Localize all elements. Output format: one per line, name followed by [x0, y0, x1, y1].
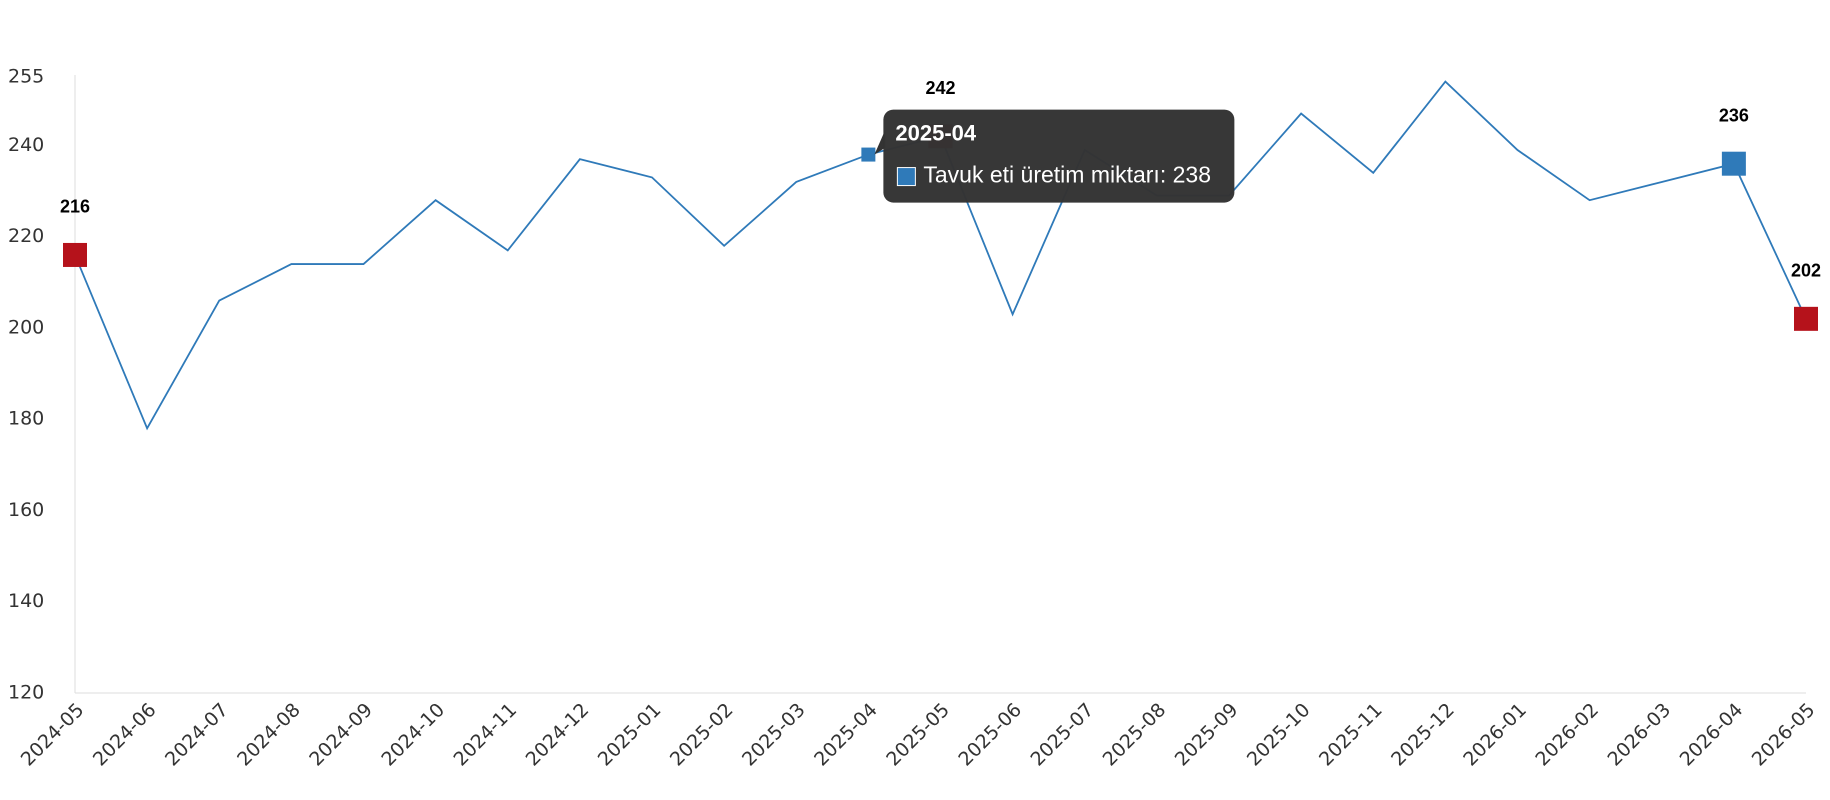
x-tick-label: 2025-07: [1026, 699, 1098, 771]
y-tick-label: 140: [8, 590, 44, 612]
x-tick-label: 2024-07: [161, 699, 233, 771]
x-tick-label: 2025-12: [1387, 699, 1459, 771]
tooltip: 2025-04 Tavuk eti üretim miktarı: 238: [874, 109, 1235, 203]
value-label: 236: [1719, 105, 1749, 125]
x-tick-label: 2024-08: [233, 699, 305, 771]
x-tick-label: 2024-10: [377, 699, 449, 771]
value-label: 216: [60, 197, 90, 217]
tooltip-body: Tavuk eti üretim miktarı: 238: [923, 162, 1211, 188]
x-tick-label: 2026-05: [1748, 699, 1820, 771]
x-tick-label: 2025-01: [594, 699, 666, 771]
y-tick-label: 120: [8, 682, 44, 704]
x-tick-label: 2025-02: [666, 699, 738, 771]
y-tick-label: 200: [8, 316, 44, 338]
value-label: 202: [1791, 261, 1821, 281]
y-tick-label: 255: [8, 66, 44, 88]
x-tick-label: 2024-12: [522, 699, 594, 771]
x-tick-label: 2024-09: [305, 699, 377, 771]
y-tick-label: 180: [8, 408, 44, 430]
x-tick-label: 2025-08: [1099, 699, 1171, 771]
x-tick-label: 2025-10: [1243, 699, 1315, 771]
x-tick-label: 2025-11: [1315, 699, 1387, 771]
x-tick-label: 2025-05: [882, 699, 954, 771]
tooltip-series: Tavuk eti üretim miktarı: [923, 162, 1159, 188]
x-tick-label: 2024-05: [17, 699, 89, 771]
marker: [63, 242, 87, 267]
tooltip-title: 2025-04: [895, 120, 977, 145]
hover-point: [861, 147, 876, 162]
tooltip-sep: :: [1160, 162, 1173, 188]
x-tick-label: 2026-02: [1531, 699, 1603, 771]
y-tick-label: 220: [8, 225, 44, 247]
x-tick-label: 2025-09: [1171, 699, 1243, 771]
x-tick-label: 2025-04: [810, 699, 882, 771]
x-tick-label: 2025-03: [738, 699, 810, 771]
x-tick-label: 2024-06: [89, 699, 161, 771]
x-tick-label: 2024-11: [449, 699, 521, 771]
tooltip-box: [883, 109, 1235, 203]
marker: [1721, 151, 1746, 176]
x-tick-label: 2026-01: [1459, 699, 1531, 771]
tooltip-swatch: [896, 167, 916, 187]
y-tick-label: 160: [8, 499, 44, 521]
x-tick-label: 2026-03: [1603, 699, 1675, 771]
value-label: 242: [925, 78, 955, 98]
tooltip-pointer: [874, 129, 886, 155]
tooltip-value: 238: [1173, 162, 1211, 188]
x-tick-label: 2026-04: [1676, 699, 1748, 771]
y-tick-label: 240: [8, 134, 44, 156]
marker: [1794, 306, 1818, 331]
x-tick-label: 2025-06: [954, 699, 1026, 771]
